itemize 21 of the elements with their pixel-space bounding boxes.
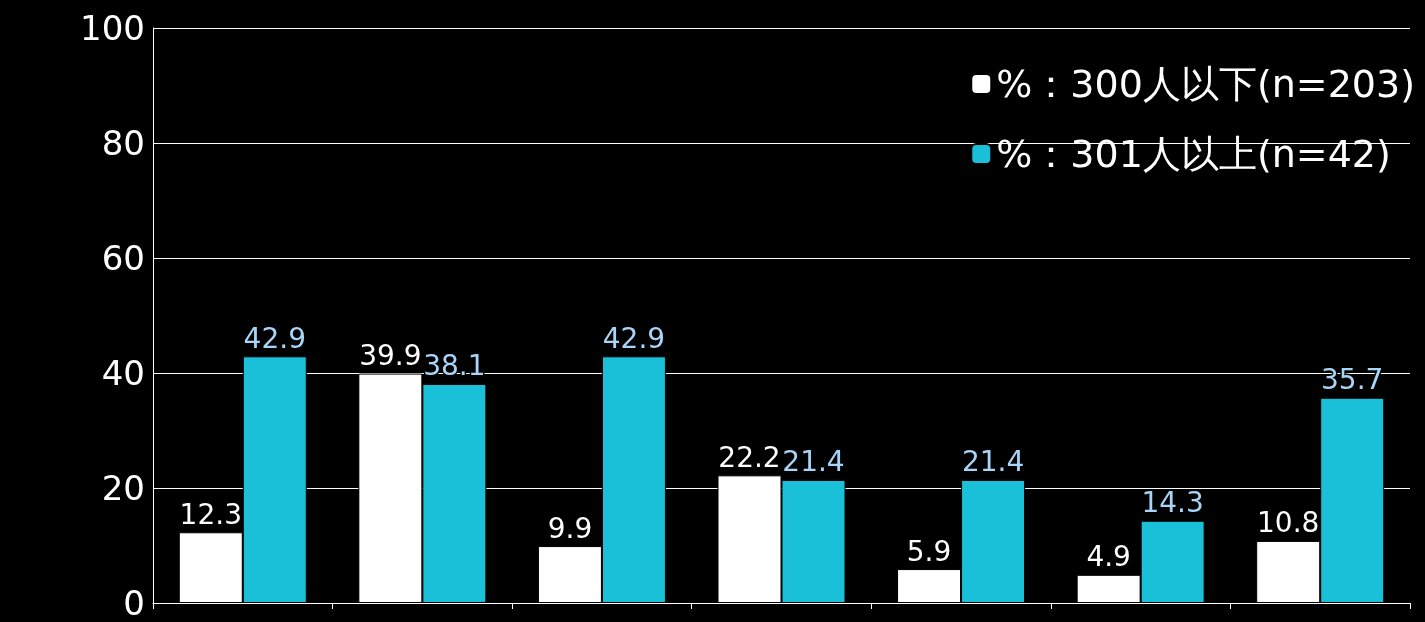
data-label: 22.2 xyxy=(718,440,781,474)
data-label: 10.8 xyxy=(1257,506,1320,540)
data-label: 42.9 xyxy=(243,321,306,355)
data-label: 5.9 xyxy=(906,534,952,568)
data-label: 12.3 xyxy=(179,497,242,531)
data-label: 42.9 xyxy=(602,321,666,355)
y-tick-label: 60 xyxy=(101,238,145,278)
legend-label: %：300人以下(n=203) xyxy=(996,62,1416,106)
data-label: 14.3 xyxy=(1141,486,1204,520)
data-label: 35.7 xyxy=(1321,363,1384,397)
data-label: 21.4 xyxy=(782,445,845,479)
y-tick-label: 80 xyxy=(101,123,145,163)
y-tick-label: 20 xyxy=(101,468,145,508)
data-label: 39.9 xyxy=(359,339,422,373)
y-tick-label: 100 xyxy=(80,8,145,48)
legend-label: %：301人以上(n=42) xyxy=(996,132,1391,176)
y-tick-label: 40 xyxy=(101,353,145,393)
y-tick-label: 0 xyxy=(123,583,145,622)
data-label: 9.9 xyxy=(547,511,593,545)
data-label: 21.4 xyxy=(961,445,1025,479)
data-label: 4.9 xyxy=(1086,540,1131,574)
